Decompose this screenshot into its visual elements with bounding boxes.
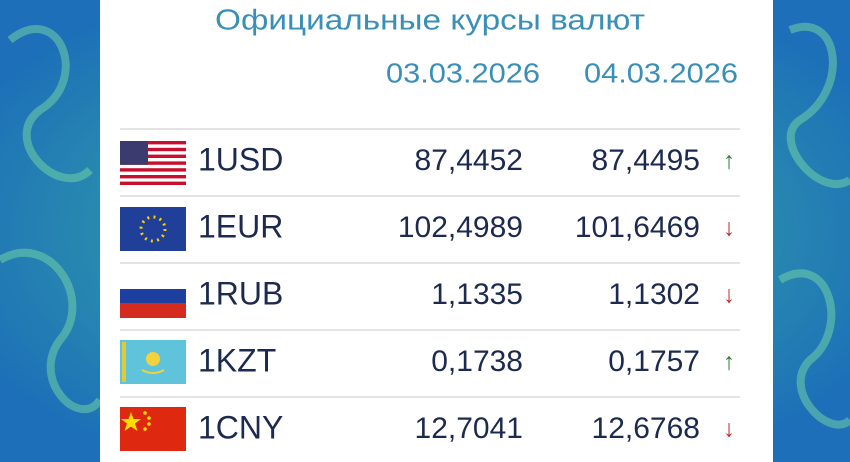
panel [100, 0, 773, 462]
trend-arrow: ↓ [723, 281, 735, 308]
currency-label: 1EUR [198, 208, 283, 244]
flag-russia [120, 274, 186, 318]
column-header: 03.03.2026 [386, 57, 540, 88]
currency-label: 1KZT [198, 342, 276, 378]
rate-value: 12,7041 [415, 412, 523, 445]
flag-usa [120, 141, 186, 185]
currency-label: 1CNY [198, 409, 283, 445]
rate-value: 101,6469 [575, 211, 700, 244]
trend-arrow: ↓ [723, 214, 735, 241]
rate-value: 0,1738 [431, 345, 523, 378]
currency-label: 1USD [198, 141, 283, 177]
rate-value: 0,1757 [608, 345, 700, 378]
pattern [0, 23, 850, 429]
rate-value: 1,1302 [608, 278, 700, 311]
trend-arrow: ↑ [723, 147, 735, 174]
rates-table: 1USD 87,4452 87,4495 ↑ 1EUR 102,4989 101,6469 ↓… [120, 128, 740, 445]
column-header: 04.03.2026 [584, 57, 738, 88]
rate-value: 1,1335 [431, 278, 523, 311]
flag-eu [120, 207, 186, 251]
flag-kazakhstan [120, 340, 186, 384]
rate-value: 12,6768 [592, 412, 700, 445]
flag-china [120, 407, 186, 451]
rate-value: 102,4989 [398, 211, 523, 244]
title: Официальные курсы валют [215, 5, 645, 37]
currency-label: 1RUB [198, 275, 283, 311]
trend-arrow: ↑ [723, 348, 735, 375]
rate-value: 87,4452 [415, 144, 523, 177]
rate-value: 87,4495 [592, 144, 700, 177]
trend-arrow: ↓ [723, 415, 735, 442]
